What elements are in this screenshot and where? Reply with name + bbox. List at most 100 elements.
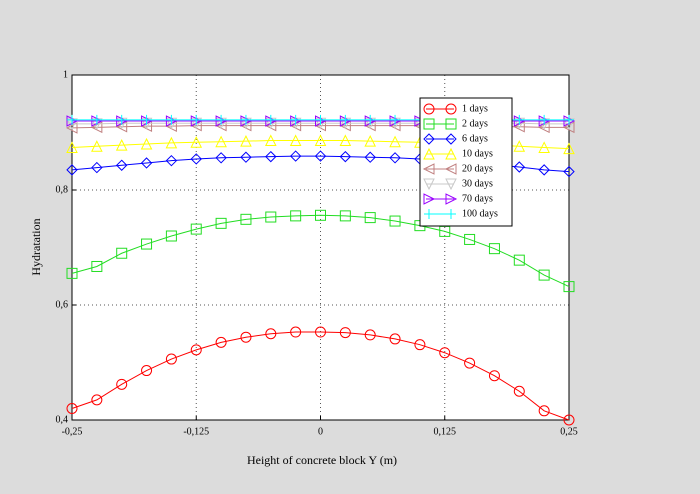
point	[488, 243, 500, 255]
point	[116, 247, 128, 259]
marker	[423, 133, 435, 145]
marker	[445, 147, 457, 160]
marker	[424, 209, 434, 219]
marker	[445, 193, 458, 205]
legend: 1 days 2 days 6 days 10 days 20 days 30 days 7…	[419, 97, 513, 227]
x-axis-label: Height of concrete block Y (m)	[247, 453, 397, 467]
point	[215, 135, 227, 148]
plot-frame	[71, 74, 570, 421]
point	[513, 161, 526, 173]
point	[389, 215, 401, 227]
point	[91, 394, 103, 406]
point	[389, 152, 401, 164]
point	[339, 150, 352, 163]
point	[216, 114, 227, 125]
point	[365, 114, 376, 125]
y-tick-label: 1	[63, 69, 68, 80]
point	[191, 114, 202, 125]
point	[140, 137, 153, 150]
point	[264, 134, 277, 147]
point	[165, 230, 177, 242]
point	[265, 150, 277, 163]
series-line	[71, 331, 570, 421]
marker	[445, 103, 457, 115]
point	[513, 254, 525, 266]
point	[364, 151, 376, 163]
x-tick-label: 0,125	[434, 426, 457, 437]
point	[564, 114, 574, 125]
point	[140, 157, 153, 169]
point	[91, 140, 103, 152]
marker	[423, 103, 435, 115]
point	[215, 152, 227, 164]
point	[240, 114, 251, 125]
point	[66, 164, 78, 176]
marker	[423, 147, 435, 160]
marker	[422, 163, 435, 175]
point	[91, 161, 103, 174]
point	[390, 114, 401, 125]
y-tick-label: 0,8	[56, 184, 69, 195]
marker	[445, 118, 457, 130]
point	[538, 141, 550, 153]
point	[538, 164, 550, 176]
point	[91, 114, 102, 125]
point	[315, 209, 326, 221]
point	[115, 139, 128, 151]
point	[314, 134, 327, 147]
legend-label: 70 days	[462, 193, 493, 204]
marker	[423, 178, 435, 191]
point	[289, 150, 302, 162]
point	[340, 114, 351, 125]
point	[389, 135, 401, 148]
point	[513, 385, 525, 397]
point	[115, 159, 128, 171]
point	[414, 339, 426, 351]
legend-box	[419, 97, 513, 227]
point	[66, 141, 78, 153]
point	[389, 333, 401, 345]
legend-label: 10 days	[462, 148, 493, 159]
legend-label: 6 days	[462, 133, 488, 144]
series-line	[71, 214, 570, 288]
point	[488, 370, 500, 382]
marker	[445, 133, 457, 145]
point	[240, 151, 252, 163]
point	[116, 378, 128, 390]
point	[240, 213, 252, 225]
point	[563, 281, 575, 293]
point	[290, 210, 302, 222]
point	[65, 122, 78, 134]
x-tick-label: -0,25	[62, 426, 83, 437]
point	[116, 114, 127, 125]
point	[240, 135, 252, 147]
point	[339, 327, 351, 339]
point	[513, 140, 526, 152]
legend-label: 2 days	[462, 118, 488, 129]
point	[315, 326, 326, 338]
point	[290, 114, 301, 125]
point	[364, 329, 376, 341]
point	[539, 114, 550, 125]
y-axis-label: Hydratation	[29, 218, 43, 275]
point	[265, 211, 277, 223]
x-tick-label: -0,125	[183, 426, 209, 437]
point	[563, 414, 575, 426]
point	[265, 114, 276, 125]
point	[141, 365, 153, 377]
point	[364, 212, 376, 224]
point	[265, 328, 277, 340]
point	[314, 150, 327, 162]
legend-label: 1 days	[462, 103, 488, 114]
point	[190, 153, 202, 165]
point	[464, 233, 476, 245]
point	[67, 114, 77, 125]
series	[66, 326, 575, 426]
point	[439, 347, 451, 359]
point	[364, 135, 377, 147]
legend-label: 100 days	[462, 208, 498, 219]
x-tick-label: 0,25	[560, 426, 578, 437]
point	[538, 405, 550, 417]
